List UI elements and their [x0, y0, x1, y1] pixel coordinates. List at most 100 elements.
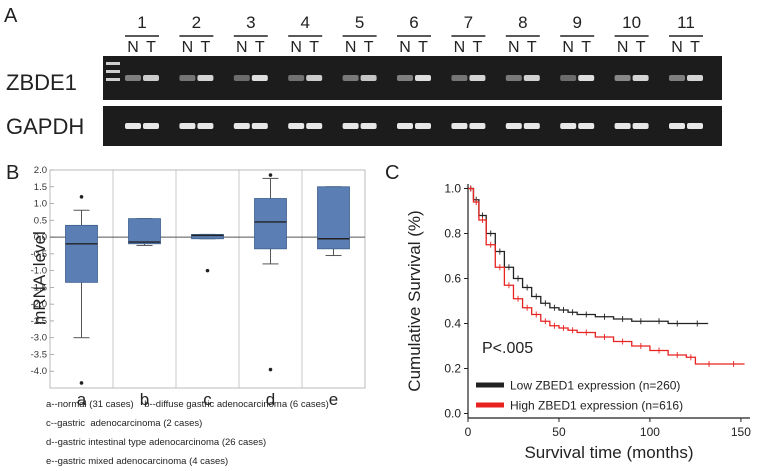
boxplot-ytick: 2.0 [34, 165, 47, 176]
boxplot-ylabel-text: mRNA level [30, 231, 49, 325]
boxplot-box [191, 233, 224, 240]
legend-line: a--normal (31 cases) b--diffuse gastric … [46, 399, 329, 410]
survival-curve-low [468, 187, 709, 325]
boxplot-ytick: -1.0 [31, 266, 47, 277]
gel-band [360, 123, 377, 129]
gel-band [632, 123, 649, 129]
lane-number: 6 [409, 13, 418, 32]
survival-chart: 0.0 0.2 0.4 0.6 0.8 1.0 0 50 100 150 Survival time… [405, 182, 751, 463]
boxplot-box [317, 186, 350, 250]
gel-band [342, 123, 359, 129]
lane-number: 11 [677, 13, 695, 32]
gel-row-label-gapdh: GAPDH [6, 114, 84, 139]
gel-band [560, 75, 577, 81]
lane-number: 8 [518, 13, 527, 32]
tumor-label: T [581, 39, 591, 56]
gel-band [451, 123, 468, 129]
normal-label: N [127, 39, 139, 56]
boxplot-box [254, 198, 287, 250]
ladder-band [106, 78, 120, 81]
normal-label: N [562, 39, 574, 56]
survival-xlabel: Survival time (months) [524, 443, 693, 462]
survival-legend-label: High ZBED1 expression (n=616) [510, 399, 683, 413]
gel-band [578, 123, 595, 129]
survival-legend-label: Low ZBED1 expression (n=260) [510, 379, 680, 393]
gel-band [523, 75, 540, 81]
lane-number: 3 [246, 13, 255, 32]
gel-band [179, 123, 196, 129]
tumor-label: T [364, 39, 374, 56]
boxplot-category-label: c [203, 390, 212, 409]
boxplot-ytick: -3.0 [31, 333, 47, 344]
boxplot-outlier [268, 367, 273, 372]
boxplot-ytick: -1.5 [31, 282, 47, 293]
gel-band [578, 75, 595, 81]
survival-legend-swatch [476, 402, 504, 408]
tumor-label: T [146, 39, 156, 56]
gel-band [505, 123, 522, 129]
gel-band [233, 75, 250, 81]
normal-label: N [399, 39, 411, 56]
boxplot-frame [49, 169, 366, 389]
gel-band [469, 75, 486, 81]
legend-line: c--gastric adenocarcinoma (2 cases) [46, 418, 203, 429]
boxplot-ytick: -0.5 [31, 249, 47, 260]
gel-band [451, 75, 468, 81]
gel-band [197, 123, 214, 129]
boxplot-box [65, 224, 98, 283]
boxplot-ytick: -3.5 [31, 349, 47, 360]
gel-band [233, 123, 250, 129]
boxplot-ytick: -4.0 [31, 366, 47, 377]
gel-band [251, 75, 268, 81]
boxplot-category-label: a [77, 390, 87, 409]
gel-band [125, 123, 141, 129]
lane-number: 7 [464, 13, 473, 32]
boxplot-ytick: -2.5 [31, 316, 47, 327]
legend-line: e--gastric mixed adenocarcinoma (4 cases… [46, 456, 229, 467]
gel-band [125, 75, 141, 81]
survival-ytick: 0.4 [444, 317, 461, 331]
tumor-label: T [255, 39, 265, 56]
gel-band [669, 123, 685, 129]
gel-band [560, 123, 577, 129]
ladder-band [106, 62, 120, 65]
gel-band [197, 75, 214, 81]
lane-number: 10 [622, 13, 641, 32]
boxplot-box [128, 218, 161, 245]
survival-ytick: 0.6 [444, 272, 461, 286]
survival-xtick: 50 [552, 425, 566, 439]
gel-band [251, 123, 268, 129]
boxplot-ytick: -2.0 [31, 299, 47, 310]
boxplot-outlier [268, 173, 273, 177]
gel-band [614, 123, 631, 129]
gel-band [415, 75, 431, 81]
gel-band [687, 123, 703, 129]
survival-ytick: 0.8 [444, 227, 461, 241]
ladder-band [106, 70, 120, 73]
tumor-label: T [309, 39, 319, 56]
normal-label: N [182, 39, 194, 56]
gel-band [179, 75, 196, 81]
gel-band [505, 75, 522, 81]
gel-band [415, 123, 431, 129]
gel-bands [106, 62, 703, 129]
normal-label: N [508, 39, 520, 56]
gel-band [632, 75, 649, 81]
boxplot-ytick: 0.0 [34, 232, 47, 243]
boxplot-chart: mRNA level 2.0 1.5 1.0 0.5 0.0 -0.5 -1.0 -1.5 -2… [31, 165, 366, 409]
survival-ytick: 0.2 [444, 362, 461, 376]
gel-band [397, 75, 413, 81]
gel-band [143, 123, 159, 129]
survival-ytick: 0.0 [444, 407, 461, 421]
lane-number: 5 [355, 13, 364, 32]
gel-band [288, 75, 305, 81]
boxplot-category-label: d [266, 390, 275, 409]
gel-band [614, 75, 631, 81]
panel-b-label: B [6, 162, 20, 184]
boxplot-outlier [79, 381, 84, 385]
normal-label: N [345, 39, 357, 56]
gel-band [288, 123, 305, 129]
boxplot-category-label: b [140, 390, 149, 409]
